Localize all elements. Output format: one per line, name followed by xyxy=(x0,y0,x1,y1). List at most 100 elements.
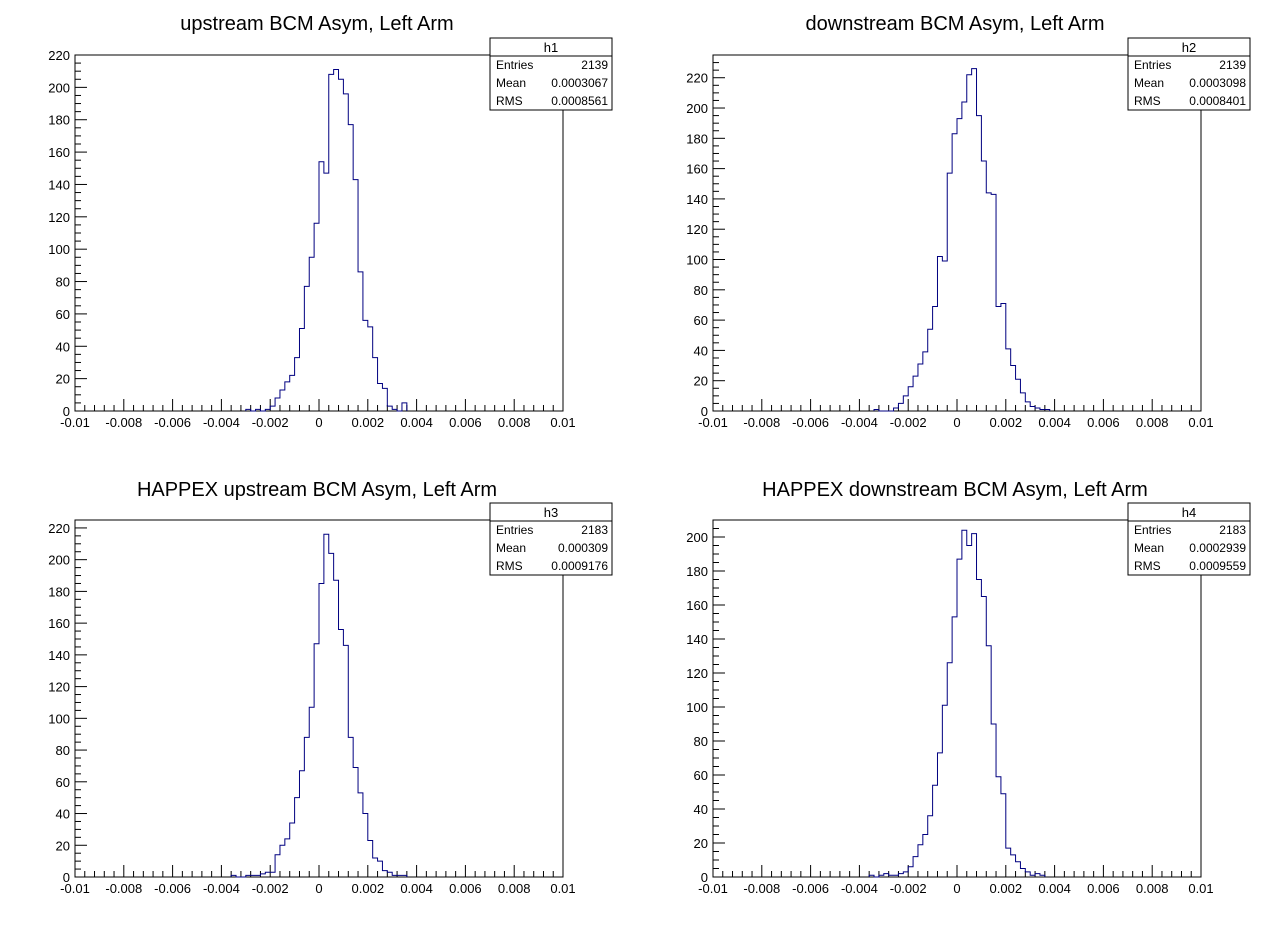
histogram-bin xyxy=(1025,872,1030,877)
histogram-bin xyxy=(329,74,334,411)
x-tick-label: -0.01 xyxy=(698,881,728,896)
y-tick-label: 200 xyxy=(48,553,70,568)
histogram-bin xyxy=(1025,402,1030,411)
x-tick-label: -0.002 xyxy=(890,881,927,896)
histogram-bin xyxy=(343,94,348,411)
y-tick-label: 20 xyxy=(694,836,708,851)
histogram-bin xyxy=(972,69,977,411)
y-tick-label: 0 xyxy=(701,870,708,885)
histogram-bin xyxy=(343,645,348,877)
panel-h3: HAPPEX upstream BCM Asym, Left Arm-0.01-… xyxy=(48,479,613,896)
y-tick-label: 200 xyxy=(48,80,70,95)
histogram-bin xyxy=(898,403,903,411)
histogram-bin xyxy=(329,553,334,877)
histogram-bin xyxy=(1006,349,1011,411)
x-tick-label: 0.008 xyxy=(498,881,531,896)
histogram-bin xyxy=(957,559,962,877)
panel-h4: HAPPEX downstream BCM Asym, Left Arm -0.0… xyxy=(686,479,1251,896)
panel-h2: downstream BCM Asym, Left Arm -0.01 -0.008… xyxy=(686,13,1251,430)
y-tick-label: 140 xyxy=(686,632,708,647)
histogram-bin xyxy=(923,835,928,878)
x-tick-label: -0.008 xyxy=(105,415,142,430)
histogram-bin xyxy=(358,793,363,877)
stats-label: RMS xyxy=(496,94,523,108)
histogram-bin xyxy=(1001,794,1006,877)
histogram-bin xyxy=(913,857,918,877)
x-tick-label: 0 xyxy=(953,881,960,896)
histogram-bin xyxy=(387,872,392,877)
y-tick-label: 20 xyxy=(56,372,70,387)
stats-box-frame xyxy=(1127,502,1251,576)
stats-label: RMS xyxy=(1134,94,1161,108)
stats-value: 0.0008401 xyxy=(1189,94,1246,108)
y-tick-label: 180 xyxy=(686,564,708,579)
histogram-bin xyxy=(942,705,947,877)
y-tick-label: 160 xyxy=(686,162,708,177)
histogram-bin xyxy=(937,753,942,877)
x-tick-label: -0.006 xyxy=(792,415,829,430)
histogram-bin xyxy=(280,390,285,411)
histogram-bin xyxy=(353,180,358,411)
y-tick-label: 220 xyxy=(48,48,70,63)
x-tick-label: -0.004 xyxy=(841,415,878,430)
histogram-bin xyxy=(299,328,304,411)
histogram-bin xyxy=(387,406,392,411)
histogram-bin xyxy=(295,358,300,411)
histogram-bin xyxy=(324,173,329,411)
y-tick-label: 140 xyxy=(48,648,70,663)
histogram-bin xyxy=(309,707,314,877)
y-tick-label: 80 xyxy=(694,283,708,298)
x-tick-label: -0.006 xyxy=(792,881,829,896)
histogram-bin xyxy=(319,583,324,877)
histogram-bin xyxy=(285,382,290,411)
x-tick-label: -0.004 xyxy=(203,415,240,430)
x-tick-label: -0.004 xyxy=(841,881,878,896)
histogram-bin xyxy=(1035,874,1040,877)
stats-value: 0.0009559 xyxy=(1189,559,1246,573)
x-tick-label: 0.002 xyxy=(352,415,385,430)
histogram-bin xyxy=(363,814,368,877)
x-tick-label: -0.002 xyxy=(890,415,927,430)
x-tick-label: -0.008 xyxy=(743,415,780,430)
stats-value: 0.0008561 xyxy=(551,94,608,108)
stats-name: h1 xyxy=(544,40,558,55)
histogram-bin xyxy=(373,358,378,411)
stats-value: 0.0002939 xyxy=(1189,541,1246,555)
x-tick-label: 0.004 xyxy=(400,415,433,430)
histogram-bin xyxy=(937,256,942,411)
histogram-series xyxy=(230,533,408,878)
histogram-bin xyxy=(402,403,407,411)
y-tick-label: 160 xyxy=(686,598,708,613)
stats-name: h3 xyxy=(544,505,558,520)
y-tick-label: 100 xyxy=(48,242,70,257)
histogram-series xyxy=(868,529,1046,878)
stats-value: 0.000309 xyxy=(558,541,608,555)
histogram-bin xyxy=(304,737,309,877)
histogram-bin xyxy=(962,102,967,411)
x-tick-label: 0.004 xyxy=(1038,881,1071,896)
histogram-bin xyxy=(996,306,1001,411)
y-tick-label: 180 xyxy=(686,131,708,146)
x-tick-label: -0.01 xyxy=(698,415,728,430)
stats-value: 0.0003098 xyxy=(1189,76,1246,90)
x-tick-label: 0.004 xyxy=(1038,415,1071,430)
y-tick-label: 220 xyxy=(48,521,70,536)
histogram-bin xyxy=(981,161,986,411)
histogram-bin xyxy=(334,70,339,411)
x-tick-label: 0.01 xyxy=(1188,881,1213,896)
histogram-bin xyxy=(952,617,957,877)
histogram-bin xyxy=(339,79,344,411)
histogram-bin xyxy=(304,286,309,411)
histogram-bin xyxy=(933,785,938,877)
y-tick-label: 160 xyxy=(48,145,70,160)
histogram-bin xyxy=(275,398,280,411)
histogram-bin xyxy=(1020,869,1025,878)
histogram-bin xyxy=(1016,379,1021,411)
stats-label: Mean xyxy=(1134,76,1164,90)
chart-title: downstream BCM Asym, Left Arm xyxy=(806,13,1105,35)
histogram-bin xyxy=(1011,855,1016,877)
histogram-bin xyxy=(884,874,889,877)
stats-box-frame xyxy=(489,37,613,111)
x-tick-label: -0.01 xyxy=(60,415,90,430)
